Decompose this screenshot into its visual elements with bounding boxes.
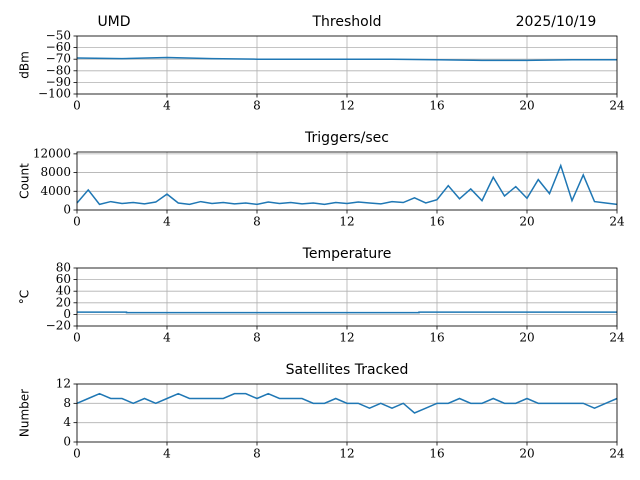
subplot-title: Triggers/sec xyxy=(304,130,389,146)
x-tick-label: 20 xyxy=(519,331,534,345)
y-axis-label: Number xyxy=(18,389,32,437)
y-tick-label: 80 xyxy=(56,261,71,275)
x-tick-label: 12 xyxy=(339,215,354,229)
y-tick-label: −70 xyxy=(46,52,71,66)
x-tick-label: 12 xyxy=(339,331,354,345)
x-tick-label: 0 xyxy=(73,99,81,113)
y-tick-label: 12000 xyxy=(33,146,71,160)
y-tick-label: −80 xyxy=(46,63,71,77)
x-tick-label: 0 xyxy=(73,215,81,229)
y-tick-label: 0 xyxy=(63,203,71,217)
x-tick-label: 20 xyxy=(519,99,534,113)
x-tick-label: 24 xyxy=(609,447,625,461)
x-tick-label: 4 xyxy=(163,99,171,113)
x-tick-label: 24 xyxy=(609,331,625,345)
x-tick-label: 16 xyxy=(429,99,444,113)
x-tick-label: 20 xyxy=(519,447,534,461)
x-tick-label: 8 xyxy=(253,447,261,461)
data-line xyxy=(76,56,617,62)
y-tick-label: 4 xyxy=(63,415,71,429)
x-tick-label: 16 xyxy=(429,331,444,345)
y-tick-label: −100 xyxy=(38,87,71,101)
y-tick-label: 0 xyxy=(63,435,71,449)
annotation: 2025/10/19 xyxy=(516,14,597,30)
x-tick-label: 0 xyxy=(73,331,81,345)
x-tick-label: 12 xyxy=(339,99,354,113)
y-tick-label: −90 xyxy=(46,75,71,89)
y-tick-label: 8000 xyxy=(40,165,71,179)
subplot-title: Satellites Tracked xyxy=(286,362,409,378)
y-tick-label: 0 xyxy=(63,307,71,321)
x-tick-label: 4 xyxy=(163,215,171,229)
subplot-title: Threshold xyxy=(312,14,382,30)
y-tick-label: 40 xyxy=(56,284,71,298)
data-line xyxy=(77,311,617,314)
x-tick-label: 16 xyxy=(429,447,444,461)
y-tick-label: 12 xyxy=(56,377,71,391)
x-tick-label: 12 xyxy=(339,447,354,461)
x-tick-label: 4 xyxy=(163,331,171,345)
x-tick-label: 8 xyxy=(253,99,261,113)
annotation: UMD xyxy=(97,14,130,30)
y-axis-label: Count xyxy=(18,163,32,199)
axes-frame xyxy=(76,267,618,327)
y-tick-label: 4000 xyxy=(40,184,71,198)
data-line xyxy=(76,392,618,414)
y-axis-label: dBm xyxy=(18,51,32,79)
x-tick-label: 0 xyxy=(73,447,81,461)
x-tick-label: 20 xyxy=(519,215,534,229)
x-tick-label: 24 xyxy=(609,215,625,229)
y-axis-label: °C xyxy=(18,290,32,304)
data-line xyxy=(76,163,618,206)
y-tick-label: 20 xyxy=(56,295,71,309)
axes-frame xyxy=(76,35,618,95)
axes-frame xyxy=(76,151,618,211)
y-tick-label: 60 xyxy=(56,272,71,286)
axes-frame xyxy=(76,383,618,443)
y-tick-label: −50 xyxy=(46,29,71,43)
x-tick-label: 8 xyxy=(253,215,261,229)
x-tick-label: 4 xyxy=(163,447,171,461)
y-tick-label: −20 xyxy=(46,319,71,333)
y-tick-label: 8 xyxy=(63,396,71,410)
x-tick-label: 16 xyxy=(429,215,444,229)
subplot-title: Temperature xyxy=(302,246,392,262)
y-tick-label: −60 xyxy=(46,40,71,54)
x-tick-label: 24 xyxy=(609,99,625,113)
x-tick-label: 8 xyxy=(253,331,261,345)
